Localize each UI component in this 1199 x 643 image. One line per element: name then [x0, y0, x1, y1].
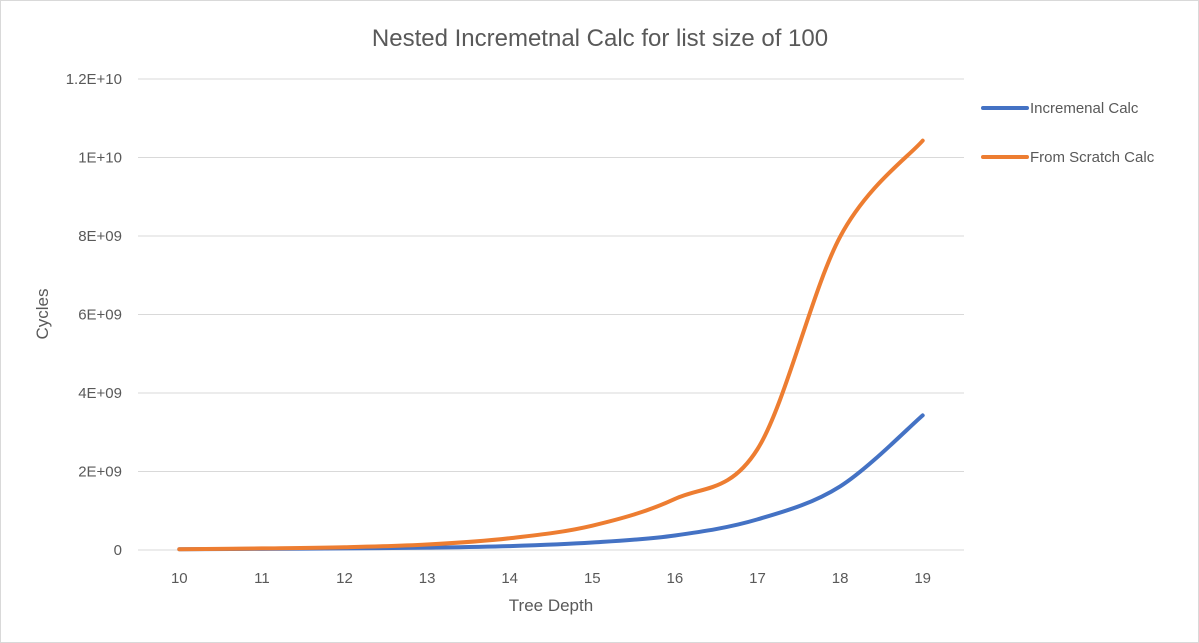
- x-tick-label: 13: [419, 570, 436, 587]
- legend-label-1: Incremenal Calc: [1030, 100, 1139, 117]
- y-tick-label: 4E+09: [78, 385, 122, 402]
- x-tick-label: 19: [914, 570, 931, 587]
- y-axis-title: Cycles: [33, 288, 52, 339]
- gridlines: [138, 78, 964, 551]
- x-tick-label: 11: [254, 570, 270, 587]
- x-tick-labels: 10 11 12 13 14 15 16 17 18 19: [171, 570, 931, 587]
- series-lines: [177, 138, 925, 552]
- y-tick-label: 1.2E+10: [66, 71, 122, 88]
- x-tick-label: 14: [501, 570, 518, 587]
- y-tick-labels: 0 2E+09 4E+09 6E+09 8E+09 1E+10 1.2E+10: [66, 71, 122, 559]
- x-axis-title: Tree Depth: [509, 596, 593, 615]
- y-tick-label: 6E+09: [78, 307, 122, 324]
- x-tick-label: 16: [667, 570, 684, 587]
- y-tick-label: 2E+09: [78, 464, 122, 481]
- x-tick-label: 12: [336, 570, 353, 587]
- x-tick-label: 18: [832, 570, 849, 587]
- x-tick-label: 10: [171, 570, 188, 587]
- legend-label-2: From Scratch Calc: [1030, 149, 1155, 166]
- x-tick-label: 17: [749, 570, 766, 587]
- series-line-2: [177, 138, 925, 552]
- legend: Incremenal Calc From Scratch Calc: [981, 100, 1155, 166]
- y-tick-label: 0: [114, 542, 122, 559]
- chart-title: Nested Incremetnal Calc for list size of…: [372, 25, 828, 52]
- x-tick-label: 15: [584, 570, 601, 587]
- y-tick-label: 1E+10: [78, 150, 122, 167]
- series-line-1: [177, 413, 925, 552]
- y-tick-label: 8E+09: [78, 228, 122, 245]
